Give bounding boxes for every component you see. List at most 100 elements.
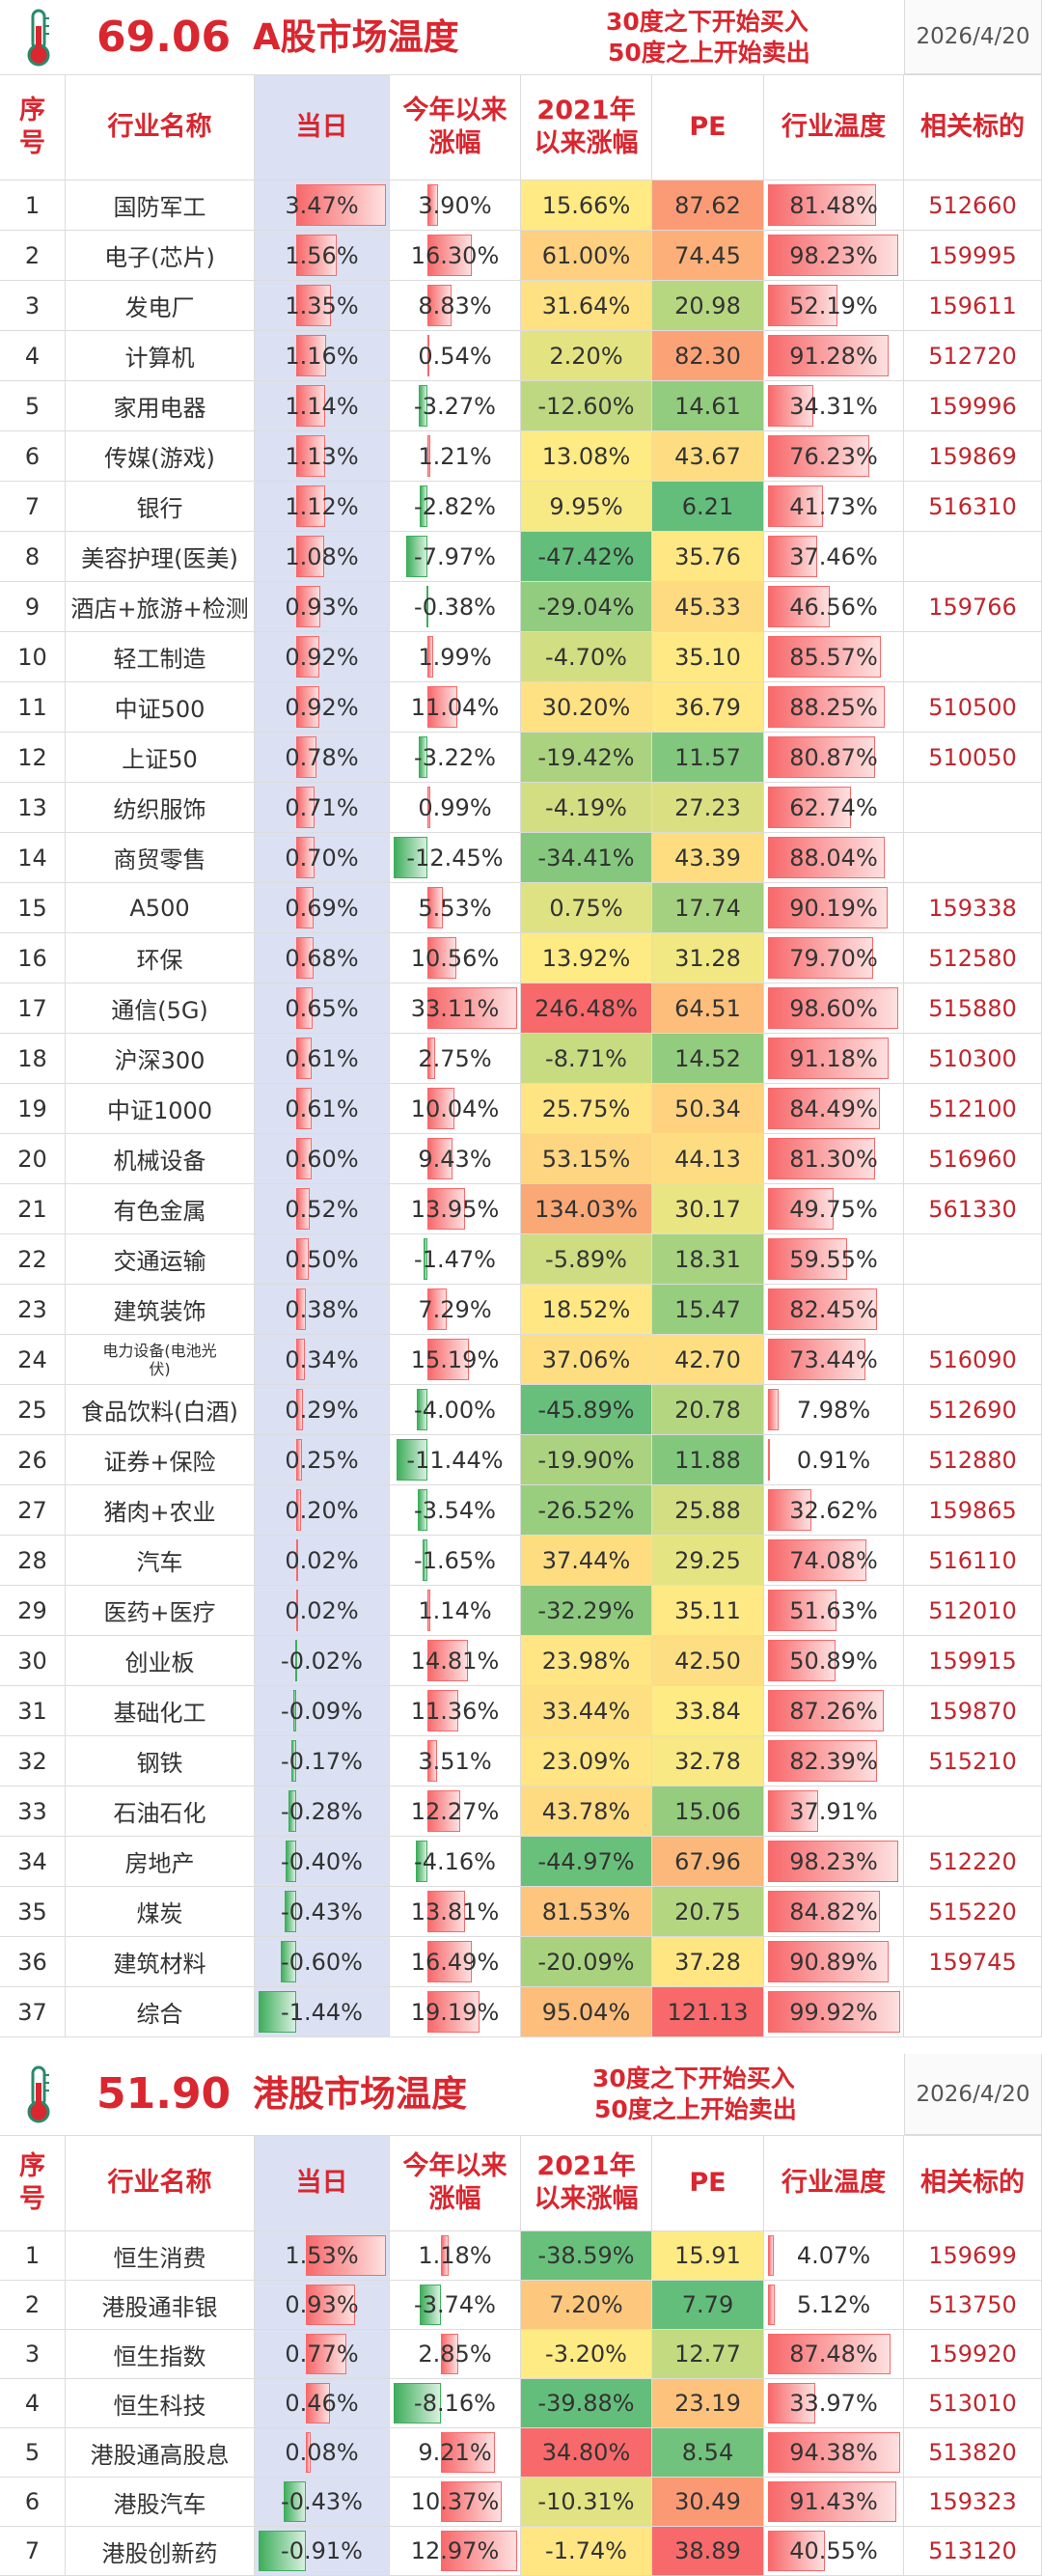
cell-text: 36.79 [674,693,741,721]
cell-text: 52.19% [789,291,878,319]
table-cell: 0.46% [255,2379,390,2428]
data-bar [768,2235,774,2276]
data-bar [295,636,320,678]
cell-text: 0.25% [285,1446,359,1474]
cell-text: 3 [24,291,41,319]
table-cell: 85.57% [764,632,904,682]
table-cell: 512720 [904,331,1042,381]
table-cell: 516090 [904,1335,1042,1385]
industry-name: 计算机 [124,345,195,372]
table-cell: 4 [0,331,66,381]
industry-name: 创业板 [124,1649,195,1676]
cell-text: 0.20% [285,1496,359,1524]
cell-text: 10.04% [410,1094,500,1122]
cell-text: 99.92% [789,1998,878,2026]
column-header: 行业名称 [66,74,255,180]
data-bar [306,2334,346,2374]
table-cell: 0.65% [255,983,390,1034]
cell-text: 19.19% [410,1998,500,2026]
data-bar [768,686,885,728]
cell-text: 121.13 [667,1998,749,2026]
ticker-code: 512660 [928,191,1017,219]
table-cell: 34.31% [764,381,904,431]
cell-text: -3.20% [545,2341,627,2368]
table-cell: 21 [0,1184,66,1234]
cell-text: 37.46% [789,542,878,570]
industry-name: 家用电器 [113,395,206,422]
cell-text: 23.19 [674,2390,741,2417]
table-cell: 证券+保险 [66,1435,255,1485]
table-cell: 0.52% [255,1184,390,1234]
cell-text: 7 [24,492,41,520]
thermometer-icon [27,9,50,66]
table-cell [904,1234,1042,1285]
table-cell: 9.95% [521,482,652,532]
table-cell: 15.19% [390,1335,521,1385]
table-cell: 159865 [904,1485,1042,1536]
table-cell: 15 [0,883,66,933]
cell-text: -0.28% [281,1797,363,1825]
cell-text: 84.82% [789,1897,878,1925]
rule-buy: 30度之下开始买入 [606,7,809,36]
table-cell: -38.59% [521,2231,652,2281]
data-bar [295,285,331,326]
cell-text: 0.69% [285,894,359,922]
table-cell: 纺织服饰 [66,783,255,833]
data-bar [426,335,429,376]
table-cell: 94.38% [764,2428,904,2478]
cell-text: 0.02% [285,1596,359,1624]
cell-text: 9.95% [549,492,623,520]
data-bar [295,1489,302,1531]
cell-text: 0.02% [285,1546,359,1574]
cell-text: -1.47% [414,1245,496,1273]
table-cell: 9.21% [390,2428,521,2478]
table-cell: 510050 [904,733,1042,783]
cell-text: 30.17 [674,1195,741,1223]
data-bar [394,837,427,878]
table-cell: 电力设备(电池光伏) [66,1335,255,1385]
industry-name: 恒生消费 [113,2244,206,2272]
header-line: 以来涨幅 [534,2184,639,2214]
data-bar [285,1891,296,1932]
data-bar [295,485,325,527]
cell-text: 18.31 [674,1245,741,1273]
cell-text: 0.75% [549,894,623,922]
data-bar [283,2481,307,2522]
ticker-code: 513820 [928,2439,1017,2466]
data-bar [295,736,316,778]
data-bar [426,1288,448,1330]
table-cell: 20.75 [652,1887,764,1937]
industry-name: 港股通非银 [101,2293,218,2321]
industry-name: 通信(5G) [111,997,208,1024]
table-cell: 0.61% [255,1084,390,1134]
cell-text: 10 [17,643,47,671]
table-cell: 1.13% [255,431,390,482]
cell-text: 4 [24,342,41,370]
table-cell: 0.93% [255,2281,390,2330]
data-bar [768,1841,898,1882]
table-cell: 15.06 [652,1787,764,1837]
cell-text: 16 [17,944,47,972]
data-bar [423,1539,427,1581]
cell-text: 0.29% [285,1396,359,1424]
table-cell: 2.75% [390,1034,521,1084]
cell-text: 37.91% [789,1797,878,1825]
table-cell: 37 [0,1987,66,2037]
cell-text: 15.66% [541,191,631,219]
industry-name: 机械设备 [113,1148,206,1175]
table-cell: 6 [0,2478,66,2527]
table-cell: 37.91% [764,1787,904,1837]
data-bar [426,435,431,477]
cell-text: 7.98% [796,1396,871,1424]
cell-text: 74.08% [789,1546,878,1574]
cell-text: 1.14% [418,1596,492,1624]
table-cell: 27.23 [652,783,764,833]
cell-text: -0.60% [281,1948,363,1976]
table-cell: 35.76 [652,532,764,582]
cell-text: -12.45% [406,844,504,872]
data-bar [768,1740,877,1782]
table-cell: 0.25% [255,1435,390,1485]
ticker-code: 159920 [928,2341,1017,2368]
data-bar [768,435,869,477]
table-cell: 5 [0,381,66,431]
